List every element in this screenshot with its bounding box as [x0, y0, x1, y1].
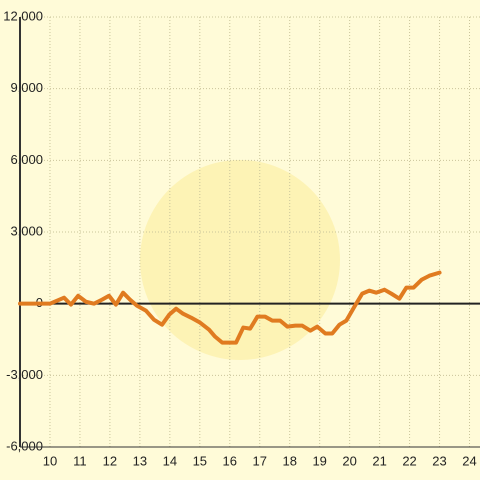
x-tick-label: 20	[342, 453, 356, 468]
x-tick-label: 17	[253, 453, 267, 468]
x-tick-label: 13	[133, 453, 147, 468]
y-tick-label: 9,000	[10, 80, 43, 95]
x-tick-label: 16	[223, 453, 237, 468]
x-tick-label: 21	[372, 453, 386, 468]
x-tick-label: 22	[402, 453, 416, 468]
x-tick-label: 15	[193, 453, 207, 468]
x-tick-label: 24	[462, 453, 476, 468]
y-tick-label: 12,000	[3, 8, 43, 23]
x-tick-label: 19	[312, 453, 326, 468]
y-tick-label: 6,000	[10, 152, 43, 167]
x-tick-label: 10	[43, 453, 57, 468]
data-line	[18, 270, 442, 345]
y-tick-label: 3,000	[10, 223, 43, 238]
x-tick-label: 23	[432, 453, 446, 468]
x-tick-label: 18	[282, 453, 296, 468]
x-tick-label: 11	[73, 453, 87, 468]
y-tick-label: -6,000	[6, 438, 43, 453]
y-tick-label: -3,000	[6, 367, 43, 382]
x-tick-label: 12	[103, 453, 117, 468]
x-tick-label: 14	[163, 453, 177, 468]
